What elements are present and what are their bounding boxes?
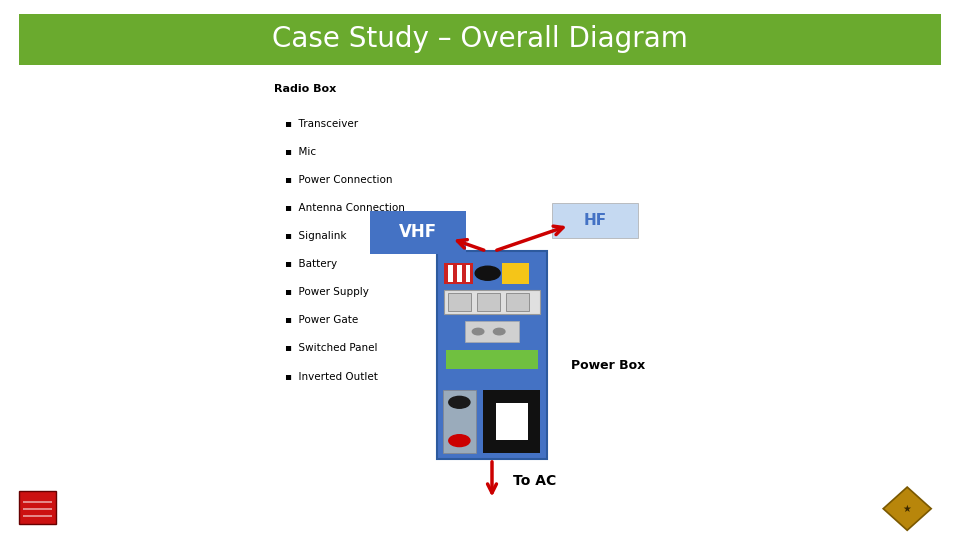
FancyBboxPatch shape — [446, 350, 538, 369]
FancyBboxPatch shape — [19, 14, 941, 65]
FancyBboxPatch shape — [437, 251, 547, 459]
FancyBboxPatch shape — [23, 508, 52, 510]
Text: ▪  Signalink: ▪ Signalink — [285, 231, 347, 241]
Polygon shape — [883, 487, 931, 530]
Text: VHF: VHF — [398, 223, 437, 241]
Text: HF: HF — [584, 213, 607, 227]
FancyBboxPatch shape — [448, 293, 471, 310]
Circle shape — [449, 396, 470, 408]
FancyBboxPatch shape — [23, 515, 52, 517]
Text: ▪  Power Gate: ▪ Power Gate — [285, 315, 358, 326]
FancyBboxPatch shape — [444, 290, 540, 314]
Text: ▪  Antenna Connection: ▪ Antenna Connection — [285, 203, 405, 213]
Text: ▪  Mic: ▪ Mic — [285, 147, 316, 157]
Text: ▪  Switched Panel: ▪ Switched Panel — [285, 343, 377, 354]
FancyBboxPatch shape — [483, 390, 540, 453]
FancyBboxPatch shape — [506, 293, 529, 310]
Text: ▪  Transceiver: ▪ Transceiver — [285, 119, 358, 129]
Text: Radio Box: Radio Box — [274, 84, 336, 94]
Text: To AC: To AC — [514, 474, 557, 488]
FancyBboxPatch shape — [443, 390, 476, 453]
Text: ★: ★ — [902, 504, 912, 514]
Text: Power Box: Power Box — [571, 359, 645, 372]
FancyBboxPatch shape — [495, 403, 528, 440]
FancyBboxPatch shape — [448, 265, 453, 282]
FancyBboxPatch shape — [19, 491, 56, 524]
Circle shape — [472, 328, 484, 335]
FancyBboxPatch shape — [457, 265, 462, 282]
Text: ▪  Power Connection: ▪ Power Connection — [285, 175, 393, 185]
FancyBboxPatch shape — [23, 501, 52, 503]
Text: ▪  Power Supply: ▪ Power Supply — [285, 287, 369, 298]
Circle shape — [493, 328, 505, 335]
FancyBboxPatch shape — [370, 211, 466, 254]
FancyBboxPatch shape — [552, 202, 638, 238]
Text: Case Study – Overall Diagram: Case Study – Overall Diagram — [272, 25, 688, 53]
FancyBboxPatch shape — [465, 321, 519, 342]
FancyBboxPatch shape — [477, 293, 500, 310]
FancyBboxPatch shape — [466, 265, 470, 282]
Circle shape — [449, 435, 470, 447]
FancyBboxPatch shape — [444, 263, 473, 284]
Text: ▪  Inverted Outlet: ▪ Inverted Outlet — [285, 372, 378, 382]
FancyBboxPatch shape — [502, 263, 529, 284]
Circle shape — [475, 266, 500, 280]
Text: ▪  Battery: ▪ Battery — [285, 259, 337, 269]
